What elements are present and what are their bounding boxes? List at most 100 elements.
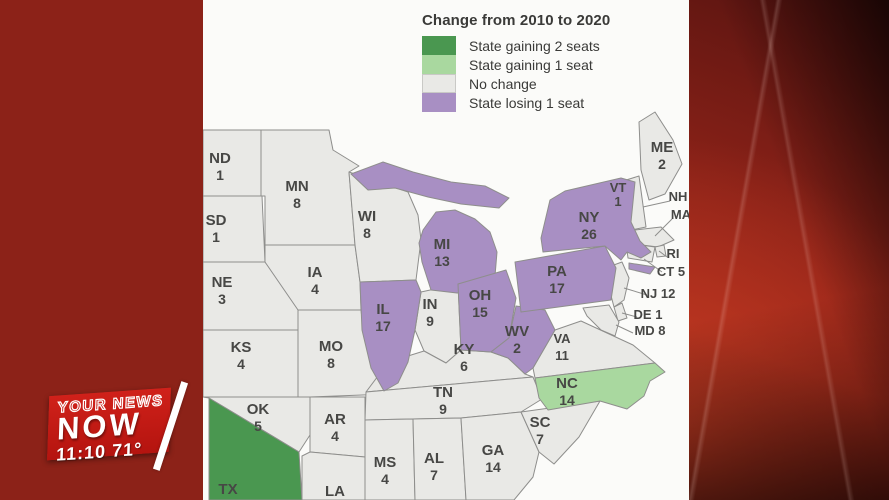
- map-legend: Change from 2010 to 2020 State gaining 2…: [422, 12, 610, 112]
- state-label-ky: 6: [460, 358, 468, 374]
- state-label-ri: RI: [667, 246, 680, 261]
- state-label-me: ME: [651, 139, 674, 156]
- legend-swatch-none: [422, 74, 456, 93]
- leader-line-ri: [658, 250, 668, 258]
- clock-time: 11:10: [55, 441, 107, 466]
- legend-title: Change from 2010 to 2020: [422, 12, 611, 29]
- legend-label-gain1: State gaining 1 seat: [469, 56, 593, 73]
- legend-label-none: No change: [469, 75, 537, 92]
- state-label-ny: 26: [581, 226, 597, 242]
- state-label-de: DE 1: [634, 307, 663, 322]
- state-label-nh: NH: [669, 189, 688, 204]
- state-label-ms: MS: [374, 454, 397, 471]
- state-ny: [540, 177, 656, 275]
- state-label-wi: WI: [358, 208, 376, 225]
- state-label-ma: MA: [671, 207, 689, 222]
- legend-row-none: No change: [422, 74, 610, 93]
- state-label-sd: SD: [206, 212, 227, 229]
- state-wi: [348, 171, 422, 283]
- state-label-ar: 4: [331, 428, 339, 444]
- state-label-mo: 8: [327, 355, 335, 371]
- news-bug-box: YOUR NEWS NOW 11:10 71°: [47, 387, 171, 465]
- leader-line-md: [615, 324, 634, 334]
- state-label-wv: 2: [513, 340, 521, 356]
- state-label-in: 9: [426, 313, 434, 329]
- state-label-va: VA: [553, 331, 571, 346]
- leader-line-nh: [642, 200, 671, 208]
- state-label-tn: 9: [439, 401, 447, 417]
- state-label-il: IL: [376, 301, 389, 318]
- state-al: [412, 417, 467, 500]
- state-label-pa: 17: [549, 280, 565, 296]
- state-label-ar: AR: [324, 411, 346, 428]
- state-label-ia: 4: [311, 281, 319, 297]
- state-label-tn: TN: [433, 384, 453, 401]
- state-md: [582, 304, 620, 337]
- state-label-in: IN: [423, 296, 438, 313]
- state-label-wi: 8: [363, 225, 371, 241]
- legend-row-lose1: State losing 1 seat: [422, 93, 610, 112]
- state-ok: [203, 396, 311, 453]
- state-label-mn: 8: [293, 195, 301, 211]
- state-label-nc: NC: [556, 375, 578, 392]
- state-label-sc: 7: [536, 431, 544, 447]
- state-label-ky: KY: [454, 341, 475, 358]
- legend-row-gain2: State gaining 2 seats: [422, 36, 610, 55]
- state-label-ne: 3: [218, 291, 226, 307]
- state-label-vt: VT: [610, 180, 627, 195]
- leader-line-ma: [654, 218, 673, 237]
- state-label-sc: SC: [530, 414, 551, 431]
- state-label-oh: OH: [469, 287, 492, 304]
- state-label-ia: IA: [308, 264, 323, 281]
- state-label-ok: 5: [254, 418, 262, 434]
- state-labels: ND1SD1NE3KS4OK5TXMN8IA4MO8AR4LAWI8IL17MI…: [206, 139, 689, 500]
- legend-swatch-gain1: [422, 55, 456, 74]
- leader-line-nj: [623, 287, 648, 296]
- state-label-ga: GA: [482, 442, 505, 459]
- leader-line-ct: [643, 258, 663, 273]
- state-wv: [490, 305, 556, 375]
- state-label-mo: MO: [319, 338, 343, 355]
- state-me: [638, 111, 683, 201]
- state-label-ne: NE: [212, 274, 233, 291]
- legend-label-gain2: State gaining 2 seats: [469, 37, 600, 54]
- state-label-ks: 4: [237, 356, 245, 372]
- legend-row-gain1: State gaining 1 seat: [422, 55, 610, 74]
- state-de: [613, 302, 628, 322]
- temperature: 71°: [111, 439, 143, 462]
- state-label-va: 11: [555, 348, 569, 363]
- state-label-ms: 4: [381, 471, 389, 487]
- state-label-ks: KS: [231, 339, 252, 356]
- state-label-ok: OK: [247, 401, 270, 418]
- leader-lines: [615, 200, 673, 334]
- state-label-me: 2: [658, 156, 666, 172]
- state-label-tx: TX: [218, 481, 237, 498]
- state-label-al: 7: [430, 467, 438, 483]
- state-label-md: MD 8: [634, 323, 665, 338]
- news-background-right: [689, 0, 889, 500]
- state-label-nc: 14: [559, 392, 575, 408]
- state-label-ct: CT 5: [657, 264, 685, 279]
- state-label-vt: 1: [614, 194, 621, 209]
- state-label-la: LA: [325, 483, 345, 500]
- state-label-ga: 14: [485, 459, 501, 475]
- state-label-mi: MI: [434, 236, 451, 253]
- state-label-al: AL: [424, 450, 444, 467]
- state-pa: [514, 245, 617, 313]
- state-ms: [364, 418, 416, 500]
- apportionment-map-panel: ND 1 SD 1 NE 3 KS 4 OK 5 TX MN 8 IA 4 MO 8 AR 4 LA WI 8 IL 17 MI…: [203, 0, 689, 500]
- legend-swatch-gain2: [422, 36, 456, 55]
- state-tx: [208, 397, 303, 500]
- state-label-nj: NJ 12: [641, 286, 676, 301]
- leader-line-de: [621, 312, 638, 318]
- state-label-oh: 15: [472, 304, 488, 320]
- state-label-pa: PA: [547, 263, 567, 280]
- us-states-map: ND1SD1NE3KS4OK5TXMN8IA4MO8AR4LAWI8IL17MI…: [203, 111, 689, 500]
- news-bug: YOUR NEWS NOW 11:10 71°: [45, 381, 189, 471]
- state-label-mi: 13: [434, 253, 450, 269]
- state-label-sd: 1: [212, 229, 220, 245]
- state-shapes: [203, 111, 683, 500]
- state-nc: [534, 362, 666, 411]
- state-label-ny: NY: [579, 209, 600, 226]
